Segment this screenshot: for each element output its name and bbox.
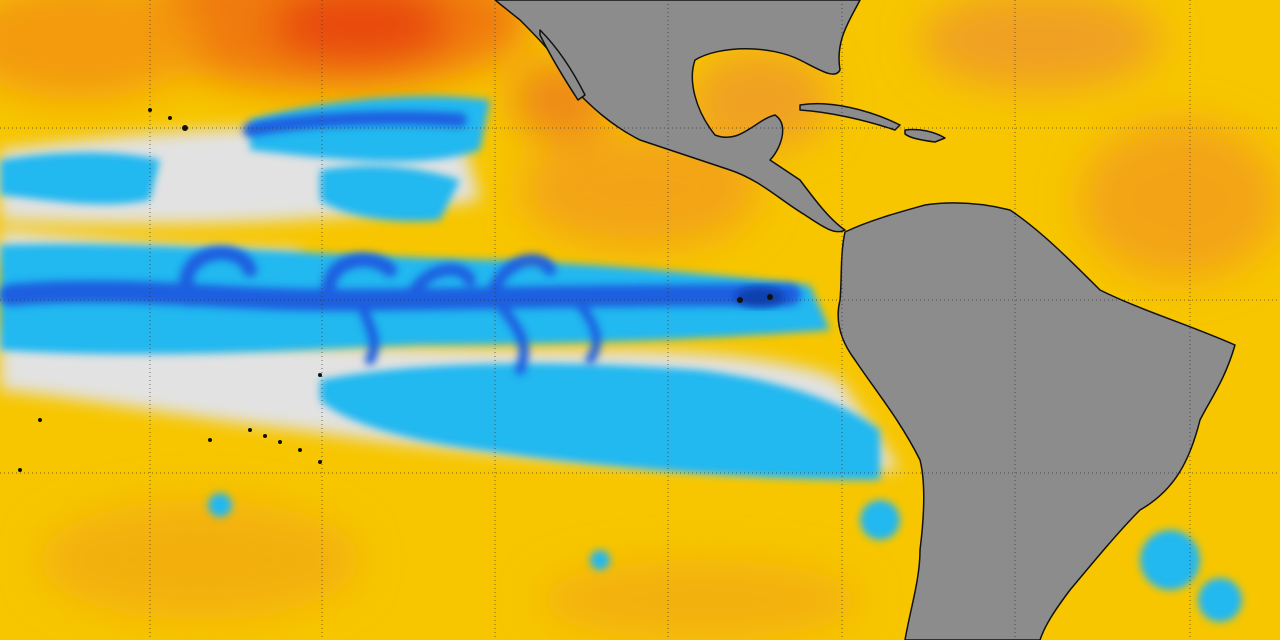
cold-tongue — [0, 111, 801, 375]
cold-core — [735, 287, 785, 307]
land — [494, 0, 1236, 640]
islands — [18, 108, 773, 472]
hispaniola — [904, 128, 946, 143]
north-america — [494, 0, 861, 233]
south-america — [837, 202, 1236, 640]
cuba — [799, 102, 901, 131]
baja — [539, 29, 586, 101]
